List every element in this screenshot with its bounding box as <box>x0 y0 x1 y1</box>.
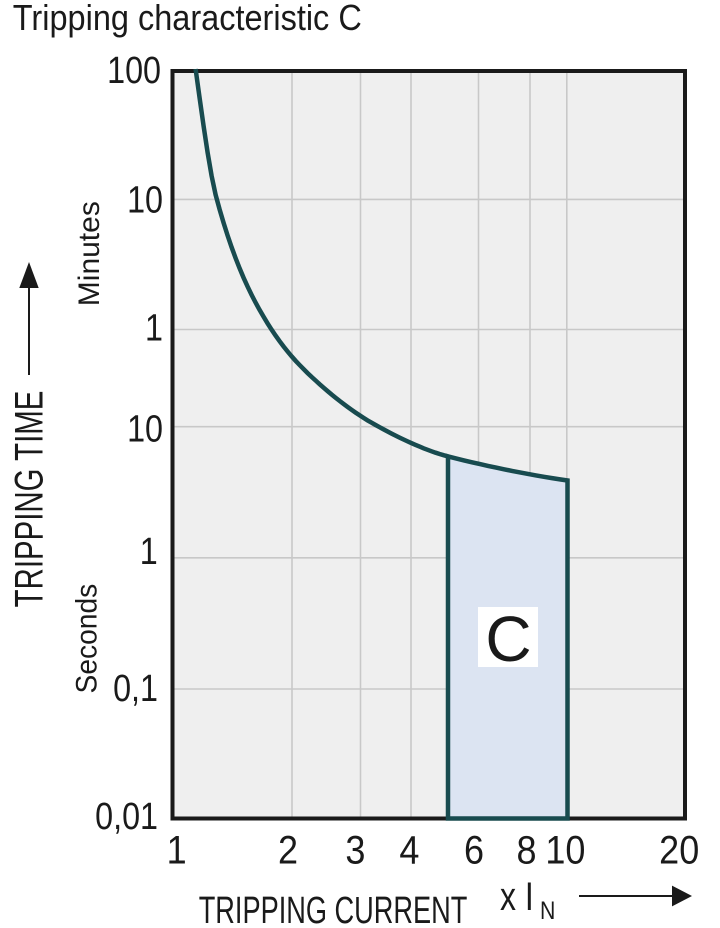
svg-text:1: 1 <box>145 307 163 349</box>
svg-text:3: 3 <box>345 829 365 873</box>
svg-text:8: 8 <box>516 829 536 873</box>
svg-text:N: N <box>540 896 555 924</box>
svg-text:TRIPPING CURRENT: TRIPPING CURRENT <box>199 888 468 928</box>
svg-text:Tripping characteristic C: Tripping characteristic C <box>13 0 362 39</box>
svg-text:1: 1 <box>167 829 187 873</box>
svg-text:0,01: 0,01 <box>95 795 158 837</box>
svg-text:10: 10 <box>127 408 163 450</box>
svg-text:C: C <box>485 603 531 675</box>
svg-text:20: 20 <box>659 829 699 873</box>
svg-text:x I: x I <box>500 874 534 919</box>
svg-text:0,1: 0,1 <box>113 668 158 710</box>
svg-text:TRIPPING TIME: TRIPPING TIME <box>7 391 51 608</box>
svg-text:Minutes: Minutes <box>73 201 106 306</box>
svg-text:100: 100 <box>107 50 161 92</box>
svg-text:4: 4 <box>399 829 419 873</box>
svg-text:10: 10 <box>545 829 585 873</box>
svg-text:2: 2 <box>278 829 298 873</box>
svg-text:1: 1 <box>140 531 158 573</box>
svg-text:6: 6 <box>464 829 484 873</box>
svg-text:10: 10 <box>127 179 163 221</box>
svg-text:Seconds: Seconds <box>71 584 104 694</box>
